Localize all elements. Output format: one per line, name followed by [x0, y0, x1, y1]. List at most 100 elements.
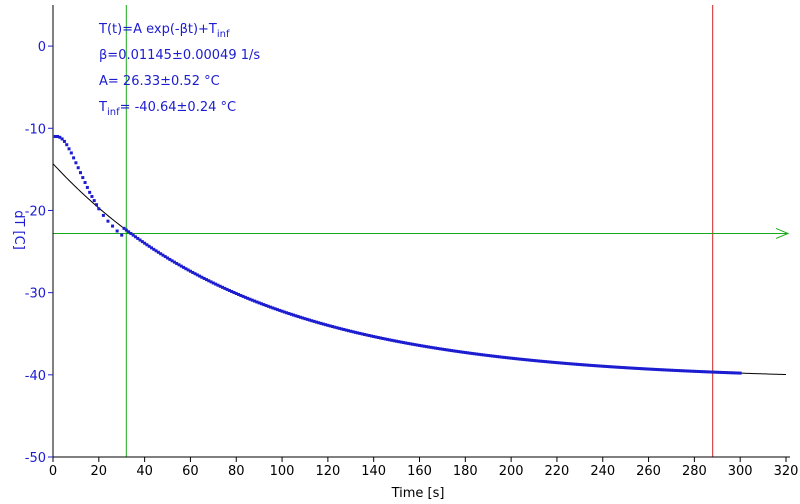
data-point: [241, 294, 245, 298]
x-tick-label: 100: [270, 464, 295, 479]
data-point: [612, 365, 616, 369]
data-point: [250, 298, 254, 302]
data-point: [246, 296, 250, 300]
data-point: [601, 364, 605, 368]
data-point: [285, 311, 289, 315]
data-point: [326, 323, 330, 327]
data-point: [608, 365, 612, 369]
data-point: [470, 351, 474, 355]
data-point: [489, 354, 493, 358]
data-point: [237, 292, 241, 296]
data-point: [209, 280, 213, 284]
data-point: [527, 358, 531, 362]
data-point: [140, 240, 144, 244]
data-point: [200, 275, 204, 279]
data-point: [152, 247, 156, 251]
data-point: [88, 190, 92, 194]
data-point: [182, 265, 186, 269]
data-point: [145, 243, 149, 247]
data-point: [289, 312, 293, 316]
data-point: [718, 370, 722, 374]
data-point: [713, 370, 717, 374]
data-point: [65, 143, 69, 147]
data-point: [365, 333, 369, 337]
data-point: [450, 349, 454, 353]
data-point: [697, 370, 701, 374]
data-point: [456, 350, 460, 354]
data-point: [420, 344, 424, 348]
data-point: [722, 371, 726, 375]
data-point: [232, 291, 236, 294]
data-point: [101, 213, 105, 217]
data-point: [484, 353, 488, 357]
data-point: [186, 268, 190, 272]
data-point: [90, 194, 94, 198]
data-point: [296, 315, 300, 319]
data-point: [546, 360, 550, 364]
data-point: [422, 344, 426, 348]
data-point: [385, 337, 389, 341]
data-point: [168, 257, 172, 261]
data-point: [621, 366, 625, 370]
data-point: [672, 368, 676, 372]
annotation-text: β=0.01145±0.00049 1/s: [99, 48, 260, 63]
data-point: [122, 226, 126, 230]
data-point: [342, 328, 346, 332]
data-point: [257, 301, 261, 305]
data-point: [312, 319, 316, 323]
data-point: [454, 349, 458, 353]
data-point: [188, 269, 192, 273]
data-point: [133, 235, 137, 239]
data-point: [253, 299, 257, 303]
data-point: [617, 365, 621, 369]
data-point: [374, 335, 378, 339]
data-point: [62, 139, 66, 143]
data-point: [392, 339, 396, 343]
data-point: [56, 134, 60, 138]
data-point: [498, 355, 502, 359]
data-point: [53, 134, 57, 138]
data-point: [530, 358, 534, 362]
data-point: [60, 137, 64, 141]
data-point: [603, 364, 607, 368]
data-point: [550, 360, 554, 364]
fit-annotation-line: Tinf= -40.64±0.24 °C: [98, 100, 236, 118]
data-point: [653, 367, 657, 371]
data-point: [72, 156, 76, 160]
y-tick-label: -40: [25, 369, 46, 384]
data-point: [177, 263, 181, 267]
data-point: [578, 363, 582, 367]
data-point: [120, 233, 124, 237]
data-point: [692, 369, 696, 373]
data-point: [587, 363, 591, 367]
data-point: [179, 264, 183, 268]
data-point: [225, 287, 229, 291]
data-point: [576, 362, 580, 366]
data-point: [314, 320, 318, 324]
data-point: [708, 370, 712, 374]
data-point: [511, 356, 515, 360]
data-point: [468, 351, 472, 355]
data-point: [67, 147, 71, 151]
data-point: [204, 278, 208, 282]
data-point: [521, 357, 525, 361]
data-point: [154, 249, 158, 253]
data-point: [379, 336, 383, 340]
y-tick-label: -10: [25, 122, 46, 137]
data-point: [541, 359, 545, 363]
data-point: [266, 304, 270, 308]
data-point: [640, 367, 644, 371]
data-point: [383, 337, 387, 341]
data-point: [440, 347, 444, 351]
data-point: [408, 342, 412, 346]
data-point: [562, 361, 566, 365]
data-point: [463, 351, 467, 355]
data-point: [649, 367, 653, 371]
x-tick-label: 200: [499, 464, 524, 479]
data-point: [330, 325, 334, 329]
data-point: [124, 228, 128, 232]
annotation-text: T: [98, 100, 107, 115]
data-point: [404, 341, 408, 345]
data-point: [159, 252, 163, 256]
